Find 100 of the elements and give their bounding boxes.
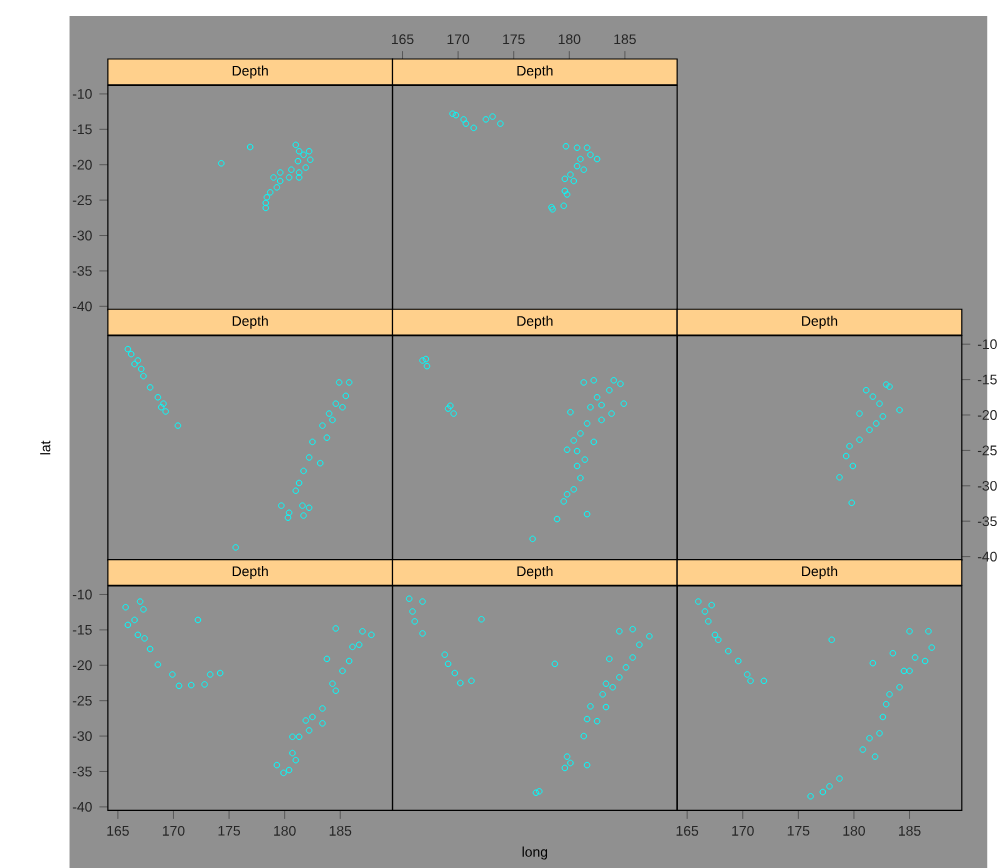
point [567,408,574,416]
point [305,727,313,734]
point [846,442,853,450]
point [889,649,897,657]
point [134,357,142,364]
point [629,654,636,661]
point [419,598,426,605]
point [325,410,333,417]
point [747,677,754,685]
point [580,379,588,386]
point [856,410,863,417]
point [359,628,366,635]
point [560,498,568,505]
point [646,632,653,640]
point [609,683,616,691]
point [606,386,613,394]
point [140,606,147,613]
point [345,379,353,386]
point [124,345,132,353]
point [620,400,628,407]
point [289,749,296,757]
point [583,715,591,723]
point [725,647,732,655]
point [280,769,287,777]
point [616,674,623,681]
point [292,141,300,149]
point [807,792,814,800]
point [295,479,303,487]
point [616,628,623,635]
point [140,372,147,380]
point [306,156,314,164]
point [232,544,240,551]
point [587,703,594,710]
point [339,403,346,411]
point [573,462,581,470]
point [309,713,316,721]
point [419,357,426,364]
point [561,175,569,183]
point [599,691,606,698]
point [842,452,850,460]
point [278,502,285,509]
point [302,164,310,171]
point [567,759,574,767]
point [610,377,618,384]
point [246,143,254,151]
point [422,355,430,363]
point [489,113,496,120]
point [886,691,893,698]
point [828,636,835,644]
point [300,151,307,159]
point [449,110,456,118]
point [154,394,162,401]
point [581,456,589,463]
point [590,438,598,446]
point [580,166,588,173]
point [339,667,346,675]
point [573,162,581,170]
point [879,413,887,420]
point [819,788,827,796]
point [497,120,504,127]
point [563,753,571,760]
point [368,631,375,639]
point [570,177,578,185]
point [573,447,581,455]
point [705,618,712,625]
point [284,514,292,521]
point [300,512,307,519]
point [869,659,877,667]
point [869,393,877,400]
point [266,189,274,196]
point [262,199,270,207]
point [563,491,571,498]
point [332,687,340,695]
point [695,598,702,605]
point [342,392,350,400]
point [836,775,843,782]
point [529,535,536,543]
point [141,635,148,642]
point [457,679,464,687]
point [127,350,135,358]
point [577,474,584,482]
point [598,416,605,424]
point [187,681,195,689]
point [593,155,601,163]
point [896,406,903,414]
point [563,446,571,453]
point [468,677,475,685]
point [482,116,490,123]
point [332,400,340,407]
point [162,408,169,415]
point [218,160,225,167]
point [570,486,578,493]
point [925,628,932,635]
point [134,631,142,639]
point [906,628,913,635]
point [871,753,879,760]
point [405,595,413,602]
point [460,116,467,123]
point [285,509,293,516]
point [583,510,591,518]
